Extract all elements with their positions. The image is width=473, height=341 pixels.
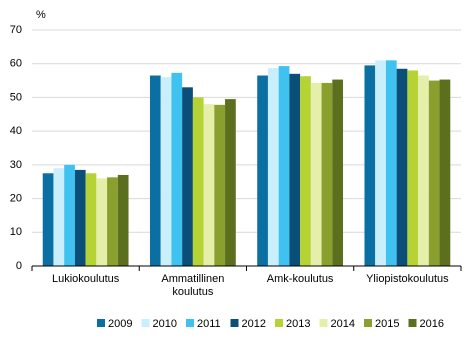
y-tick-label: 30: [10, 159, 22, 171]
y-tick-label: 40: [10, 125, 22, 137]
bar: [192, 97, 204, 266]
bar: [300, 76, 311, 266]
legend-swatch: [364, 319, 372, 327]
bar: [42, 173, 54, 266]
bar: [203, 104, 215, 267]
bar: [407, 70, 419, 266]
legend-label: 2013: [286, 318, 310, 330]
bar: [74, 169, 86, 266]
y-tick-label: 70: [10, 24, 22, 36]
bar: [439, 79, 451, 266]
y-tick-label: 20: [10, 192, 22, 204]
legend-swatch: [141, 319, 150, 327]
bar: [310, 82, 322, 266]
bar: [96, 178, 108, 266]
legend-swatch: [275, 319, 283, 327]
y-tick-label: 0: [16, 260, 22, 272]
bar: [85, 173, 97, 266]
bar: [53, 168, 65, 266]
bar: [225, 99, 236, 266]
legend-label: 2014: [331, 318, 355, 330]
bar: [375, 60, 386, 266]
bar: [418, 75, 429, 266]
legend-swatch: [186, 319, 194, 327]
bar: [289, 73, 301, 266]
legend-swatch: [97, 319, 105, 327]
bar: [332, 79, 344, 266]
legend-label: 2015: [375, 318, 399, 330]
legend-label: 2010: [153, 318, 177, 330]
y-tick-label: 50: [10, 91, 22, 103]
bar: [182, 87, 193, 266]
legend-label: 2011: [197, 318, 221, 330]
x-tick-label: Yliopistokoulutus: [366, 273, 449, 285]
legend-label: 2012: [242, 318, 266, 330]
bar: [428, 80, 440, 266]
legend-label: 2016: [420, 318, 444, 330]
x-tick-label: Amk-koulutus: [266, 273, 334, 285]
legend-label: 2009: [108, 318, 132, 330]
x-tick-label: Lukiokoulutus: [51, 273, 120, 285]
legend-swatch: [408, 319, 417, 327]
legend-swatch: [230, 319, 239, 327]
bar: [364, 65, 376, 267]
bar: [214, 104, 226, 267]
bar: [107, 177, 118, 266]
bar: [396, 68, 408, 267]
bar: [171, 72, 183, 267]
y-tick-label: 10: [10, 226, 22, 238]
y-axis-label: %: [36, 9, 46, 21]
x-tick-label: Ammatillinen koulutus: [161, 273, 225, 298]
bar: [321, 82, 333, 266]
bar: [385, 60, 397, 266]
bar: [160, 77, 172, 266]
legend-swatch: [319, 319, 328, 327]
bar: [257, 75, 268, 266]
bar: [267, 68, 279, 267]
bar: [64, 164, 75, 266]
bar: [149, 75, 161, 266]
bar: [117, 174, 129, 266]
bar: [278, 66, 290, 267]
y-tick-label: 60: [10, 58, 22, 70]
